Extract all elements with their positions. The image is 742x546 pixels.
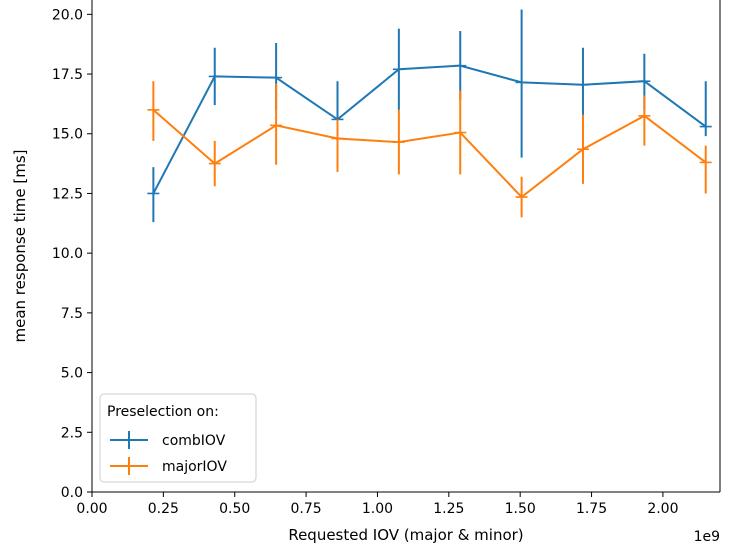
x-tick-label: 2.00 bbox=[647, 501, 678, 517]
x-tick-label: 0.25 bbox=[148, 501, 179, 517]
legend-title: Preselection on: bbox=[107, 404, 219, 420]
y-tick-label: 10.0 bbox=[52, 246, 83, 262]
series-line bbox=[152, 64, 707, 194]
legend-label: combIOV bbox=[162, 433, 226, 449]
y-tick-label: 12.5 bbox=[52, 186, 83, 202]
x-tick-label: 0.75 bbox=[291, 501, 322, 517]
axes-layer bbox=[91, 0, 721, 493]
x-tick-label: 0.50 bbox=[219, 501, 250, 517]
x-axis-label: Requested IOV (major & minor) bbox=[288, 526, 523, 544]
y-tick-label: 7.5 bbox=[61, 306, 83, 322]
x-tick-label: 1.50 bbox=[505, 501, 536, 517]
x-offset-label: 1e9 bbox=[694, 529, 720, 545]
y-tick-label: 0.0 bbox=[61, 485, 83, 501]
legend-entry-combIOV: combIOV bbox=[110, 431, 226, 449]
legend: Preselection on: combIOV majorIOV bbox=[99, 393, 257, 483]
y-tick-label: 17.5 bbox=[52, 67, 83, 83]
y-tick-label: 15.0 bbox=[52, 127, 83, 143]
legend-entry-majorIOV: majorIOV bbox=[110, 457, 227, 475]
legend-label: majorIOV bbox=[162, 459, 227, 475]
y-tick-label: 5.0 bbox=[61, 366, 83, 382]
ticks-layer: 0.00 0.25 0.50 0.75 1.00 1.25 1.50 1.75 2.00 0.0 2… bbox=[52, 7, 679, 517]
x-tick-label: 1.75 bbox=[576, 501, 607, 517]
legend-entries: combIOV majorIOV bbox=[110, 431, 227, 475]
x-tick-label: 0.00 bbox=[76, 501, 107, 517]
legend-box bbox=[99, 393, 257, 483]
y-tick-label: 20.0 bbox=[52, 7, 83, 23]
y-tick-label: 2.5 bbox=[61, 425, 83, 441]
series-layer bbox=[147, 9, 712, 223]
y-axis-label: mean response time [ms] bbox=[11, 150, 29, 343]
x-tick-label: 1.00 bbox=[362, 501, 393, 517]
series-line bbox=[152, 109, 707, 199]
x-tick-label: 1.25 bbox=[433, 501, 464, 517]
series-majorIOV bbox=[147, 81, 712, 218]
